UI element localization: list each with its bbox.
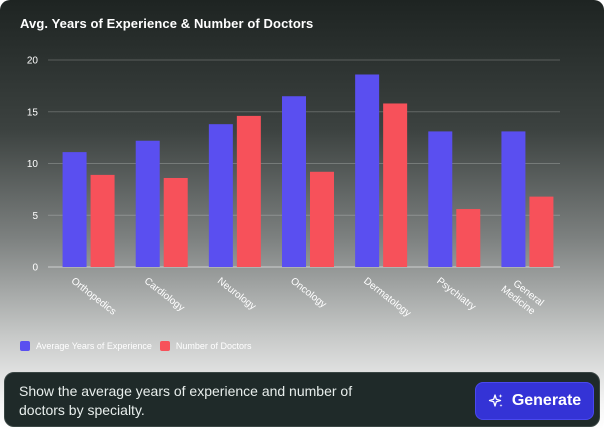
x-tick-label: Orthopedics bbox=[69, 276, 118, 318]
bar-doctors[interactable] bbox=[236, 115, 261, 267]
x-tick-label: Dermatology bbox=[361, 276, 412, 320]
bar-experience[interactable] bbox=[282, 96, 306, 267]
bar-experience[interactable] bbox=[62, 152, 87, 267]
y-tick-label: 10 bbox=[27, 159, 39, 170]
legend-label: Number of Doctors bbox=[175, 341, 252, 351]
x-tick-label: Oncology bbox=[288, 276, 328, 311]
chart-title: Avg. Years of Experience & Number of Doc… bbox=[20, 16, 314, 31]
legend-swatch bbox=[20, 341, 30, 351]
sparkle-icon bbox=[488, 394, 503, 407]
bar-experience[interactable] bbox=[428, 131, 453, 267]
y-tick-label: 0 bbox=[32, 263, 38, 274]
generate-button[interactable]: Generate bbox=[475, 382, 594, 420]
chart-legend: Average Years of Experience Number of Doc… bbox=[20, 339, 251, 353]
prompt-bar: Show the average years of experience and… bbox=[4, 372, 600, 427]
bar-doctors[interactable] bbox=[90, 174, 115, 267]
x-tick-label: GeneralMedicine bbox=[499, 274, 546, 318]
bar-experience[interactable] bbox=[355, 74, 380, 268]
legend-item[interactable]: Average Years of Experience bbox=[20, 341, 152, 351]
x-tick-label: Psychiatry bbox=[434, 276, 477, 313]
y-tick-label: 5 bbox=[32, 211, 38, 222]
legend-label: Average Years of Experience bbox=[36, 341, 152, 351]
bar-experience[interactable] bbox=[501, 131, 526, 267]
x-tick-label: Cardiology bbox=[142, 276, 186, 314]
bar-doctors[interactable] bbox=[310, 171, 334, 267]
prompt-input[interactable]: Show the average years of experience and… bbox=[19, 383, 353, 418]
y-tick-label: 15 bbox=[27, 107, 39, 118]
bar-experience[interactable] bbox=[208, 124, 233, 267]
bar-doctors[interactable] bbox=[383, 103, 408, 267]
x-tick-label: Neurology bbox=[215, 276, 258, 313]
y-tick-label: 20 bbox=[27, 56, 39, 67]
bar-doctors[interactable] bbox=[163, 177, 188, 267]
generate-button-label: Generate bbox=[511, 392, 582, 409]
bar-doctors[interactable] bbox=[456, 209, 481, 267]
bar-chart: 0 5 10 15 20 Orthopedics Cardiology Neurology O… bbox=[27, 56, 554, 320]
legend-item[interactable]: Number of Doctors bbox=[159, 341, 252, 351]
bar-experience[interactable] bbox=[135, 140, 160, 267]
legend-swatch bbox=[159, 341, 170, 351]
bar-doctors[interactable] bbox=[529, 196, 554, 267]
